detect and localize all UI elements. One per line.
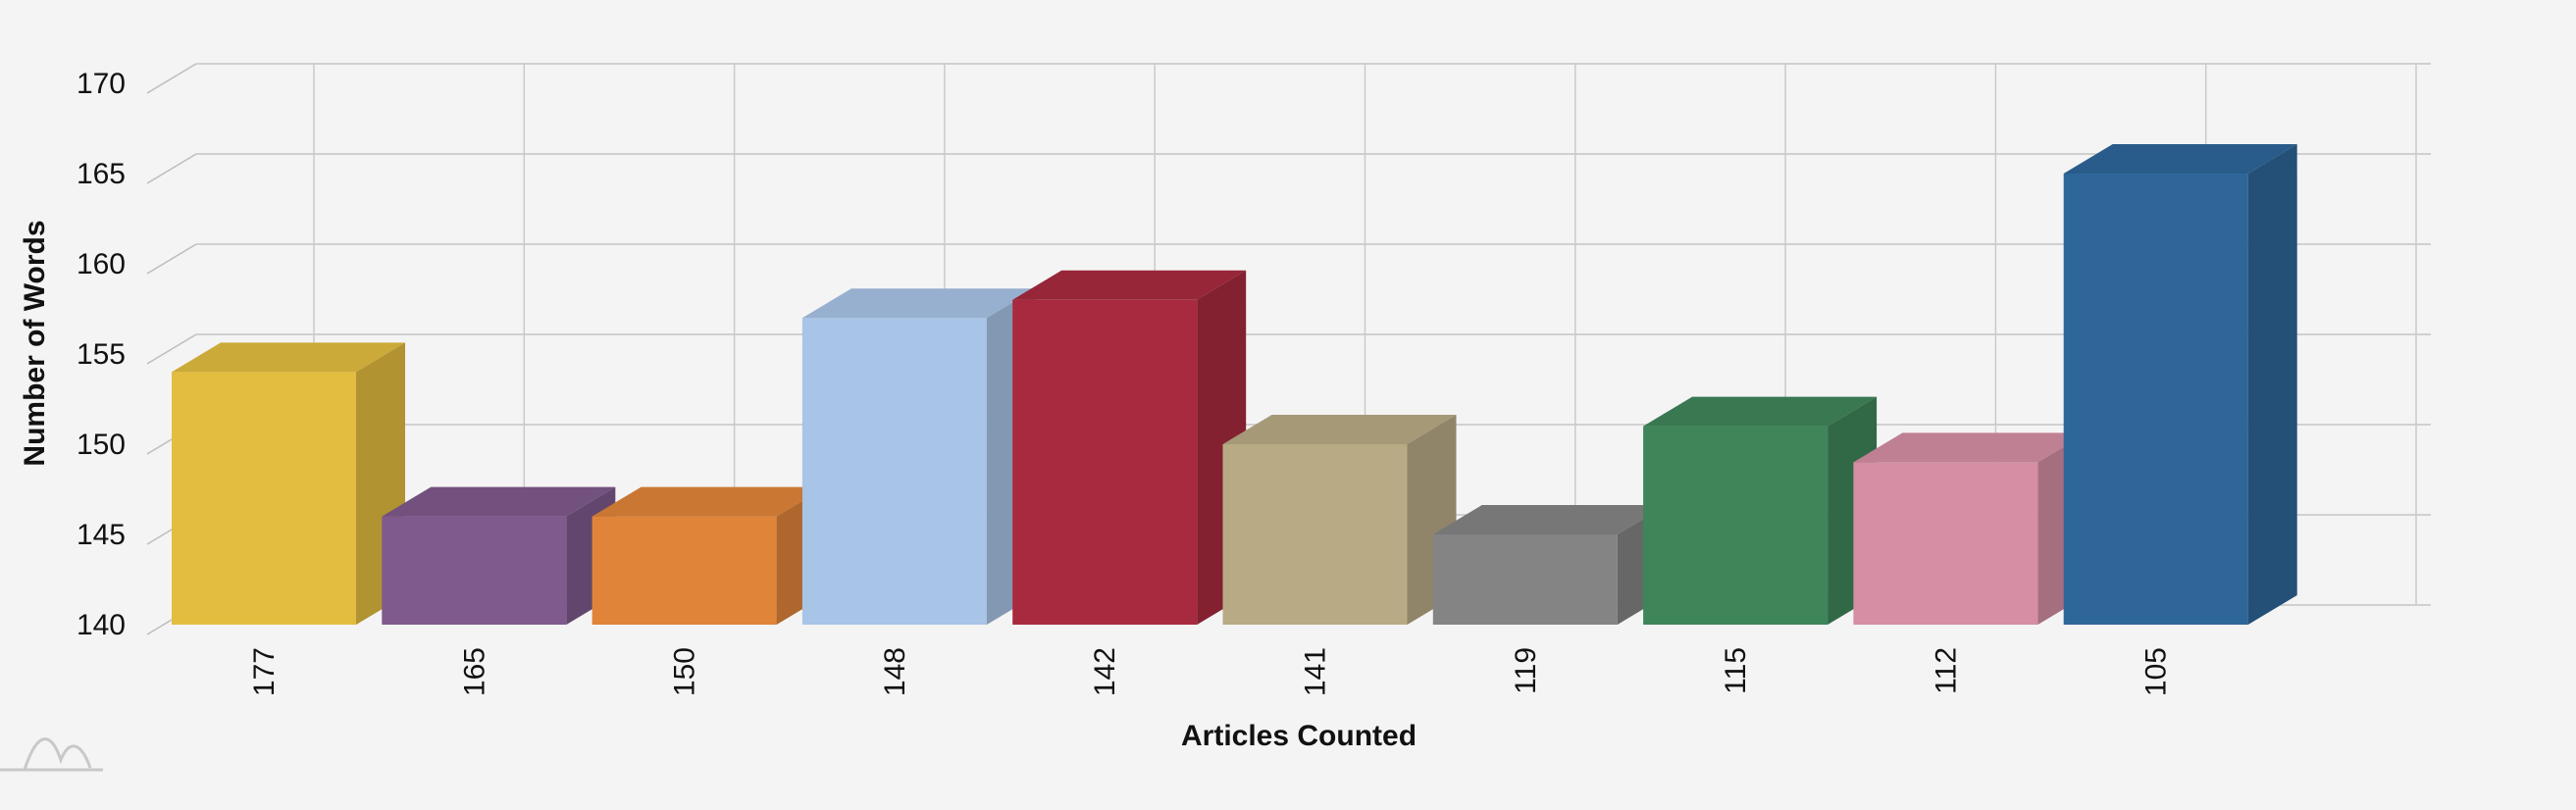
gridline-slant: [146, 243, 197, 275]
y-tick-label: 155: [77, 338, 126, 371]
x-tick-label: 177: [248, 647, 281, 696]
y-axis-title: Number of Words: [19, 220, 51, 466]
bar-top: [1643, 396, 1878, 427]
y-axis-ticks: 140 145 150 155 160 165 170: [77, 68, 126, 641]
bar: [801, 288, 1036, 625]
y-tick-label: 150: [77, 429, 126, 461]
y-tick-label: 160: [77, 248, 126, 280]
bar-front: [382, 516, 567, 625]
bar-front: [1222, 444, 1408, 625]
bar: [592, 486, 826, 625]
bar-top: [801, 288, 1036, 319]
x-tick-label: 165: [458, 647, 490, 696]
bar-front: [801, 318, 987, 625]
y-tick-label: 140: [77, 609, 126, 641]
bar: [382, 486, 616, 625]
bar-top: [1222, 415, 1457, 444]
bar-top: [1853, 432, 2087, 463]
bar: [1853, 432, 2087, 625]
x-tick-label: 115: [1720, 647, 1752, 694]
bar-front: [1643, 426, 1829, 625]
bar-top: [592, 486, 826, 517]
bar-front: [592, 516, 777, 625]
bar-front: [2063, 174, 2248, 625]
x-tick-label: 105: [2140, 647, 2173, 696]
bar-front: [1853, 462, 2038, 625]
bar-top: [2063, 144, 2297, 174]
gridline-slant: [146, 63, 197, 94]
bar-front: [1432, 534, 1618, 625]
y-tick-label: 165: [77, 158, 126, 190]
x-tick-label: 141: [1300, 647, 1332, 696]
x-tick-label: 142: [1089, 647, 1121, 696]
bar: [2063, 144, 2297, 625]
bar-top: [1012, 270, 1247, 300]
x-tick-label: 119: [1510, 647, 1542, 694]
logo-icon: [0, 737, 103, 772]
bar: [1432, 505, 1667, 625]
bar: [172, 342, 405, 625]
x-tick-label: 148: [879, 647, 911, 696]
bar-front: [1012, 299, 1198, 625]
bars: [172, 144, 2297, 625]
y-tick-label: 170: [77, 68, 126, 100]
bar-side: [2247, 144, 2297, 625]
bar-top: [172, 342, 405, 373]
x-tick-label: 112: [1930, 647, 1962, 694]
bar-top: [382, 486, 616, 517]
bar-top: [1432, 505, 1667, 534]
bar-front: [172, 372, 356, 625]
x-tick-label: 150: [669, 647, 701, 696]
bar: [1222, 415, 1457, 625]
x-axis-ticks: 177 165 150 148 142 141 119 115 112 105: [248, 647, 2173, 696]
x-axis-title: Articles Counted: [1181, 720, 1417, 752]
gridline-slant: [146, 333, 197, 365]
bar: [1012, 270, 1247, 625]
y-tick-label: 145: [77, 519, 126, 551]
bar: [1643, 396, 1878, 625]
gridline-slant: [146, 153, 197, 184]
